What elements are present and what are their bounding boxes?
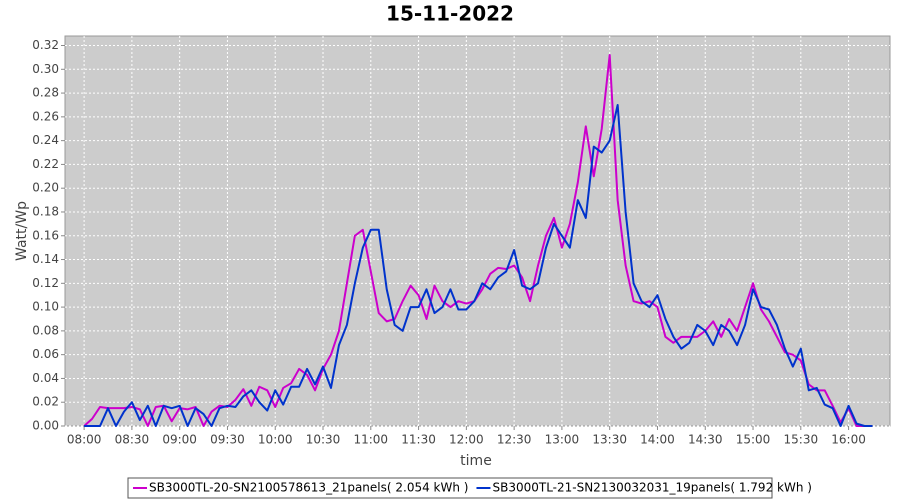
y-tick-label: 0.06 [32,347,59,361]
y-tick-label: 0.16 [32,228,59,242]
x-tick-label: 13:30 [592,433,627,447]
x-tick-label: 08:00 [67,433,102,447]
x-tick-label: 10:00 [258,433,293,447]
x-tick-label: 15:30 [784,433,819,447]
y-tick-label: 0.22 [32,157,59,171]
x-axis-label: time [460,453,492,469]
y-tick-label: 0.26 [32,109,59,123]
y-tick-label: 0.00 [32,419,59,433]
x-tick-label: 15:00 [736,433,771,447]
y-tick-label: 0.24 [32,133,59,147]
x-tick-label: 08:30 [115,433,150,447]
y-tick-label: 0.32 [32,38,59,52]
y-tick-label: 0.14 [32,252,59,266]
y-tick-label: 0.02 [32,395,59,409]
y-tick-label: 0.30 [32,62,59,76]
x-tick-label: 10:30 [306,433,341,447]
x-tick-label: 09:00 [162,433,197,447]
series-line [83,54,873,427]
legend [127,477,773,499]
x-tick-label: 12:30 [497,433,532,447]
y-tick-label: 0.04 [32,371,59,385]
x-tick-label: 14:00 [640,433,675,447]
y-tick-label: 0.08 [32,323,59,337]
x-tick-label: 12:00 [449,433,484,447]
x-tick-label: 11:30 [401,433,436,447]
y-axis-label: Watt/Wp [14,201,30,261]
chart-title: 15-11-2022 [386,2,514,26]
series-line [84,103,873,427]
y-tick-label: 0.10 [32,300,59,314]
plot-area [64,35,891,427]
x-tick-label: 14:30 [688,433,723,447]
legend-label: SB3000TL-21-SN2130032031_19panels( 1.792… [492,481,811,495]
x-tick-label: 13:00 [545,433,580,447]
x-tick-label: 16:00 [831,433,866,447]
x-tick-label: 09:30 [210,433,245,447]
y-tick-label: 0.18 [32,204,59,218]
legend-label: SB3000TL-20-SN2100578613_21panels( 2.054… [149,481,468,495]
y-tick-label: 0.20 [32,181,59,195]
y-tick-label: 0.28 [32,86,59,100]
x-tick-label: 11:00 [353,433,388,447]
y-tick-label: 0.12 [32,276,59,290]
